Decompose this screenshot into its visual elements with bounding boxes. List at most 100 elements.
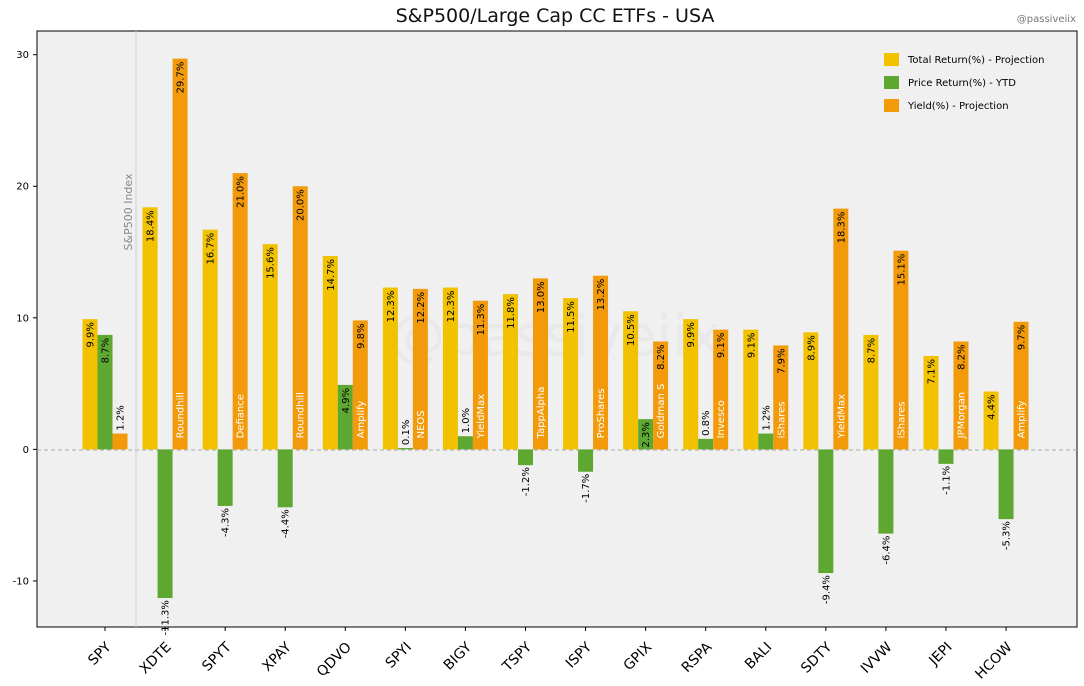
bar-price-return <box>517 449 533 466</box>
bar-yield <box>653 341 669 450</box>
bar-yield <box>713 329 729 450</box>
bar-total-return <box>502 294 518 450</box>
bar-total-return <box>683 319 699 450</box>
bar-price-return <box>337 384 353 450</box>
bar-total-return <box>202 229 218 450</box>
data-label: 13.2% <box>596 279 607 311</box>
bar-total-return <box>863 334 879 450</box>
bar-yield <box>532 278 548 450</box>
issuer-label: Roundhill <box>296 392 307 438</box>
bar-yield <box>833 208 849 450</box>
y-tick-label: 10 <box>16 313 29 324</box>
data-label: 16.7% <box>206 233 217 265</box>
bar-yield <box>593 275 609 450</box>
data-label: 0.1% <box>401 420 412 445</box>
data-label: 15.6% <box>266 247 277 279</box>
issuer-label: Amplify <box>1017 401 1028 439</box>
category-label: TSPY <box>499 639 535 675</box>
bar-yield <box>232 173 248 450</box>
bar-total-return <box>142 207 158 450</box>
bar-total-return <box>82 319 98 450</box>
bar-yield <box>773 345 789 450</box>
bar-total-return <box>262 244 278 450</box>
bar-price-return <box>998 449 1014 520</box>
category-label: ISPY <box>563 639 596 672</box>
bar-yield <box>953 341 969 450</box>
data-label: 13.0% <box>536 281 547 313</box>
issuer-label: TappAlpha <box>536 387 547 440</box>
bar-total-return <box>382 287 398 450</box>
author-handle: @passiveiix <box>1016 14 1076 25</box>
issuer-label: Goldman S <box>656 384 667 439</box>
issuer-label: JPMorgan <box>956 392 967 439</box>
issuer-label: ProShares <box>596 388 607 438</box>
data-label: -1.2% <box>521 467 532 496</box>
data-label: 4.9% <box>341 388 352 413</box>
issuer-label: Invesco <box>716 400 727 438</box>
data-label: 1.2% <box>116 405 127 430</box>
bar-yield <box>112 433 128 450</box>
data-label: 14.7% <box>326 259 337 291</box>
category-label: BIGY <box>441 639 476 674</box>
data-label: 11.8% <box>506 297 517 329</box>
data-label: 18.4% <box>146 210 157 242</box>
data-label: 4.4% <box>987 394 998 419</box>
bar-price-return <box>638 419 654 450</box>
data-label: 15.1% <box>896 254 907 286</box>
reference-label: S&P500 Index <box>122 173 135 250</box>
bar-yield <box>472 300 488 450</box>
legend-swatch <box>884 76 899 89</box>
chart-title: S&P500/Large Cap CC ETFs - USA <box>395 5 715 27</box>
y-tick-label: 0 <box>23 445 29 456</box>
bar-price-return <box>217 449 233 506</box>
issuer-label: iShares <box>896 402 907 439</box>
issuer-label: NEOS <box>416 410 427 438</box>
category-label: SPY <box>85 639 115 669</box>
data-label: 2.3% <box>641 422 652 447</box>
category-label: SPYI <box>383 639 415 671</box>
data-label: -6.4% <box>881 536 892 565</box>
bar-price-return <box>698 438 714 450</box>
data-label: 8.2% <box>956 344 967 369</box>
bar-yield <box>1013 321 1029 450</box>
data-label: 8.7% <box>866 338 877 363</box>
data-label: 29.7% <box>176 62 187 94</box>
data-label: 8.9% <box>806 335 817 360</box>
data-label: 9.9% <box>686 322 697 347</box>
legend-entry: Price Return(%) - YTD <box>908 78 1016 89</box>
data-label: 18.3% <box>836 212 847 244</box>
data-label: -1.7% <box>581 474 592 503</box>
data-label: 20.0% <box>296 189 307 221</box>
legend-swatch <box>884 99 899 112</box>
data-label: 9.1% <box>746 333 757 358</box>
data-label: 7.1% <box>926 359 937 384</box>
data-label: 12.3% <box>386 291 397 323</box>
bar-yield <box>893 250 909 450</box>
data-label: -9.4% <box>821 575 832 604</box>
legend-swatch <box>884 53 899 66</box>
data-label: 9.8% <box>356 323 367 348</box>
issuer-label: YieldMax <box>476 394 487 440</box>
data-label: 12.2% <box>416 292 427 324</box>
data-label: -4.4% <box>281 509 292 538</box>
bar-total-return <box>983 391 999 450</box>
legend-entry: Yield(%) - Projection <box>907 101 1009 112</box>
category-label: JEPI <box>926 639 956 669</box>
bar-total-return <box>623 311 639 450</box>
data-label: 8.2% <box>656 344 667 369</box>
bar-price-return <box>578 449 594 472</box>
data-label: -11.3% <box>161 600 172 635</box>
category-label: BALI <box>742 639 775 672</box>
issuer-label: iShares <box>776 402 787 439</box>
issuer-label: YieldMax <box>836 394 847 440</box>
issuer-label: Roundhill <box>176 392 187 438</box>
data-label: 11.5% <box>566 301 577 333</box>
category-label: QDVO <box>314 639 355 680</box>
data-label: 1.0% <box>461 408 472 433</box>
data-label: 0.8% <box>701 410 712 435</box>
bar-price-return <box>397 448 413 450</box>
category-label: RSPA <box>679 639 716 676</box>
bar-price-return <box>277 449 293 508</box>
bar-price-return <box>938 449 954 464</box>
